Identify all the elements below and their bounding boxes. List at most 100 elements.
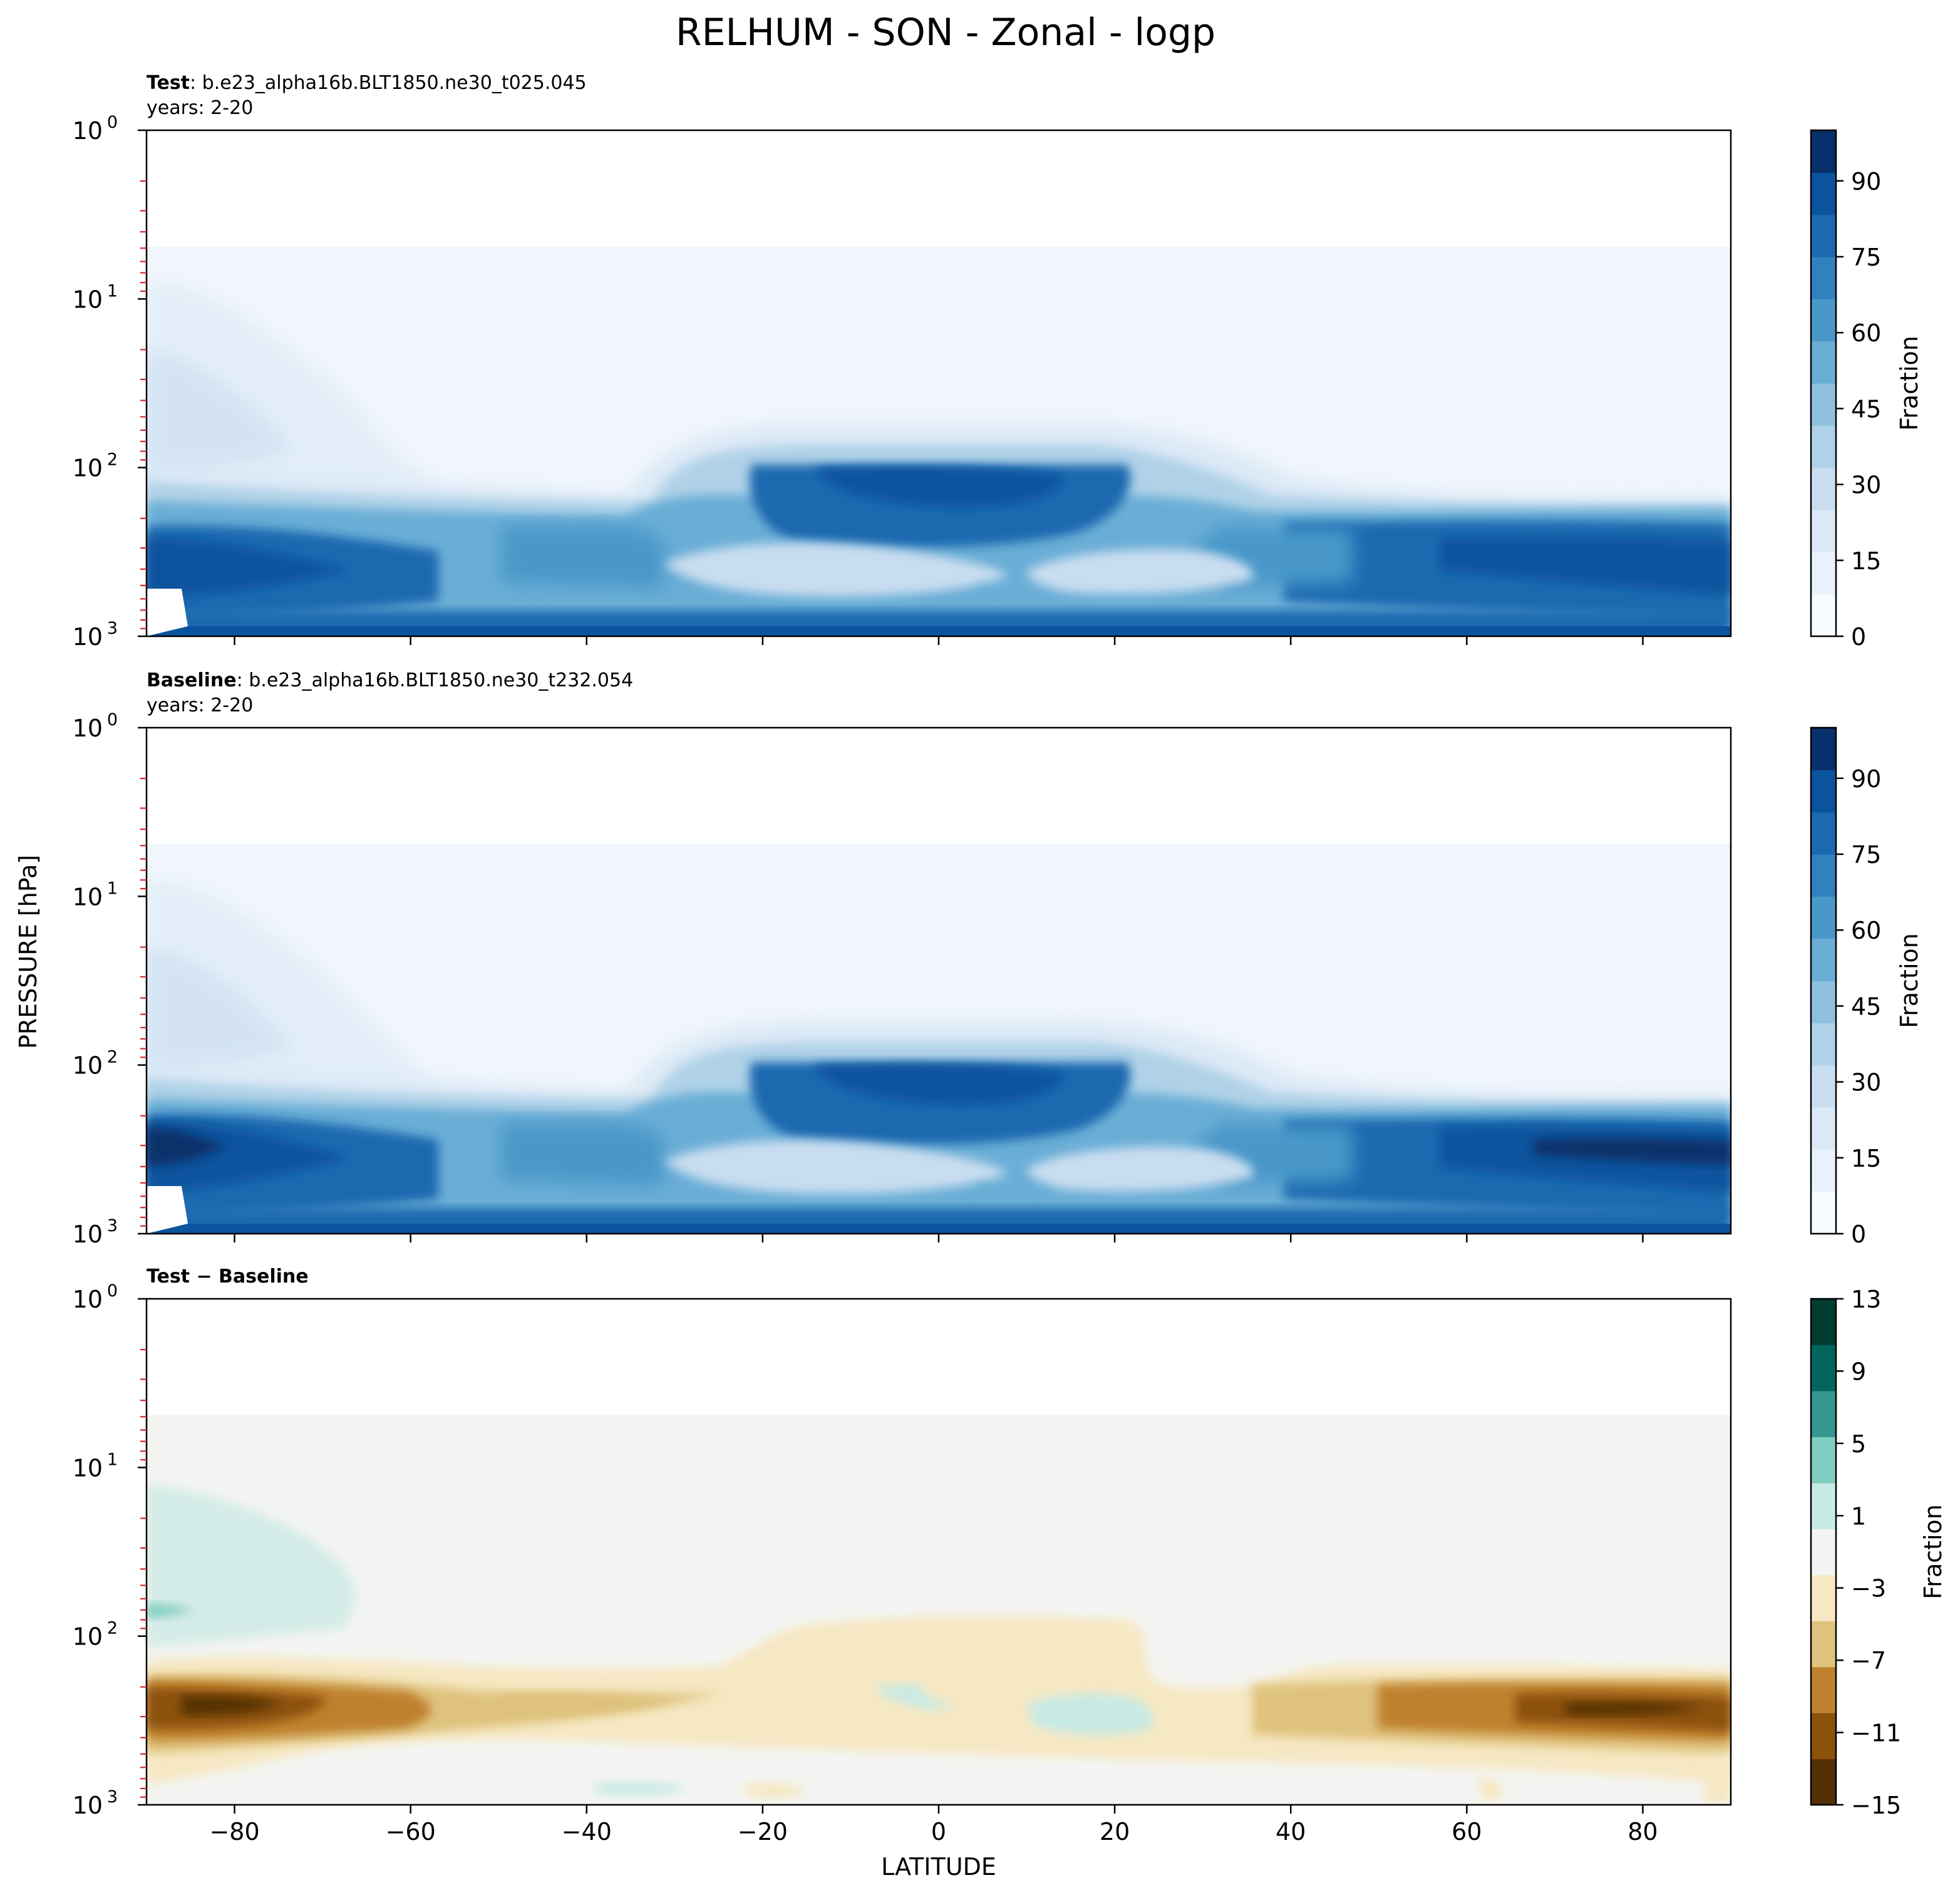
colorbar-level xyxy=(1811,938,1836,981)
y-tick-label-exponent: 3 xyxy=(107,1216,118,1236)
colorbar-tick-label: 15 xyxy=(1851,547,1881,575)
baseline-contour-field xyxy=(147,728,1731,1234)
difference-minor-ticks xyxy=(140,1348,147,1798)
y-tick-label: 10 xyxy=(73,1792,103,1819)
baseline-panel-title: Baseline: b.e23_alpha16b.BLT1850.ne30_t2… xyxy=(147,669,633,691)
colorbar-tick-label: 9 xyxy=(1851,1358,1866,1385)
colorbar-level xyxy=(1811,854,1836,897)
y-tick-label-exponent: 1 xyxy=(107,1450,118,1469)
y-tick-label-exponent: 0 xyxy=(107,113,118,132)
colorbar-tick-label: 45 xyxy=(1851,395,1881,423)
colorbar-level xyxy=(1811,594,1836,637)
colorbar-level xyxy=(1811,130,1836,173)
x-tick-label: 40 xyxy=(1276,1818,1306,1846)
colorbar-tick-label: 13 xyxy=(1851,1286,1881,1313)
colorbar-level xyxy=(1811,510,1836,552)
baseline-panel-subtitle: years: 2-20 xyxy=(147,694,253,716)
baseline-panel: Baseline: b.e23_alpha16b.BLT1850.ne30_t2… xyxy=(73,669,1923,1248)
colorbar-level xyxy=(1811,1390,1836,1437)
y-tick-label: 10 xyxy=(73,1221,103,1248)
test-colorbar: 0 15 30 45 60 75 90 xyxy=(1810,129,1881,651)
colorbar-level xyxy=(1811,1666,1836,1713)
test-panel-title: Test: b.e23_alpha16b.BLT1850.ne30_t025.0… xyxy=(147,72,587,94)
y-tick-label-exponent: 0 xyxy=(107,1281,118,1301)
colorbar-level xyxy=(1811,1621,1836,1668)
colorbar-tick-label: 60 xyxy=(1851,917,1881,944)
colorbar-tick-label: 0 xyxy=(1851,623,1866,651)
x-tick-label: 60 xyxy=(1452,1818,1482,1846)
test-minor-ticks xyxy=(140,180,147,629)
colorbar-level xyxy=(1811,1023,1836,1066)
colorbar-tick-label: −15 xyxy=(1851,1792,1901,1819)
colorbar-level xyxy=(1811,1191,1836,1234)
baseline-x-ticks xyxy=(234,1234,1644,1242)
colorbar-level xyxy=(1811,1437,1836,1484)
y-tick-label-exponent: 2 xyxy=(107,1619,118,1638)
x-axis-label: LATITUDE xyxy=(881,1853,996,1881)
baseline-panel-title-bold: Baseline xyxy=(147,669,237,691)
baseline-colorbar-label: Fraction xyxy=(1896,933,1923,1028)
colorbar-tick-label: 90 xyxy=(1851,168,1881,195)
test-contour-field xyxy=(147,130,1731,636)
colorbar-level xyxy=(1811,1482,1836,1529)
test-panel: Test: b.e23_alpha16b.BLT1850.ne30_t025.0… xyxy=(73,72,1923,651)
x-tick-label: 20 xyxy=(1100,1818,1130,1846)
x-tick-label: 0 xyxy=(931,1818,946,1846)
colorbar-tick-label: 15 xyxy=(1851,1145,1881,1172)
x-tick-label: −40 xyxy=(562,1818,612,1846)
colorbar-level xyxy=(1811,1149,1836,1192)
y-tick-label: 10 xyxy=(73,286,103,313)
colorbar-tick-label: 75 xyxy=(1851,841,1881,869)
y-tick-label: 10 xyxy=(73,1454,103,1482)
colorbar-tick-label: 75 xyxy=(1851,244,1881,271)
colorbar-frame xyxy=(1810,1298,1837,1806)
colorbar-frame xyxy=(1810,129,1837,638)
difference-x-ticks: −80 −60 −40 −20 0 20 40 60 80 xyxy=(209,1805,1658,1846)
colorbar-level xyxy=(1811,299,1836,342)
colorbar-tick-label: 45 xyxy=(1851,993,1881,1020)
colorbar-level xyxy=(1811,1758,1836,1805)
colorbar-tick-label: 0 xyxy=(1851,1221,1866,1248)
colorbar-tick-label: 60 xyxy=(1851,319,1881,347)
colorbar-tick-label: 1 xyxy=(1851,1502,1866,1530)
colorbar-level xyxy=(1811,467,1836,510)
colorbar-frame xyxy=(1810,726,1837,1235)
difference-panel-title: Test − Baseline xyxy=(147,1266,309,1288)
x-tick-label: −80 xyxy=(209,1818,259,1846)
test-colorbar-label: Fraction xyxy=(1896,336,1923,431)
difference-colorbar: −15 −11 −7 −3 1 5 9 13 xyxy=(1810,1286,1901,1819)
colorbar-level xyxy=(1811,552,1836,595)
y-tick-label: 10 xyxy=(73,117,103,145)
colorbar-tick-label: −7 xyxy=(1851,1647,1886,1675)
colorbar-tick-label: −11 xyxy=(1851,1720,1901,1747)
difference-contour-field xyxy=(147,1299,1731,1805)
colorbar-level xyxy=(1811,257,1836,299)
test-panel-subtitle: years: 2-20 xyxy=(147,97,253,119)
colorbar-level xyxy=(1811,981,1836,1023)
test-panel-title-bold: Test xyxy=(147,72,190,94)
colorbar-level xyxy=(1811,341,1836,384)
baseline-colorbar: 0 15 30 45 60 75 90 xyxy=(1810,726,1881,1248)
test-x-ticks xyxy=(234,636,1644,645)
y-tick-label: 10 xyxy=(73,455,103,482)
colorbar-level xyxy=(1811,1574,1836,1621)
y-tick-label-exponent: 2 xyxy=(107,1048,118,1067)
y-tick-label-exponent: 2 xyxy=(107,450,118,470)
y-tick-label: 10 xyxy=(73,623,103,651)
y-tick-label: 10 xyxy=(73,1623,103,1651)
colorbar-level xyxy=(1811,1345,1836,1391)
colorbar-level xyxy=(1811,896,1836,939)
figure-title: RELHUM - SON - Zonal - logp xyxy=(676,11,1215,54)
colorbar-level xyxy=(1811,1713,1836,1760)
colorbar-tick-label: 90 xyxy=(1851,765,1881,793)
y-tick-label-exponent: 3 xyxy=(107,619,118,638)
y-axis-label: PRESSURE [hPa] xyxy=(14,855,42,1049)
colorbar-level xyxy=(1811,770,1836,813)
baseline-panel-title-case: : b.e23_alpha16b.BLT1850.ne30_t232.054 xyxy=(237,669,634,691)
colorbar-level xyxy=(1811,1107,1836,1150)
colorbar-level xyxy=(1811,425,1836,468)
